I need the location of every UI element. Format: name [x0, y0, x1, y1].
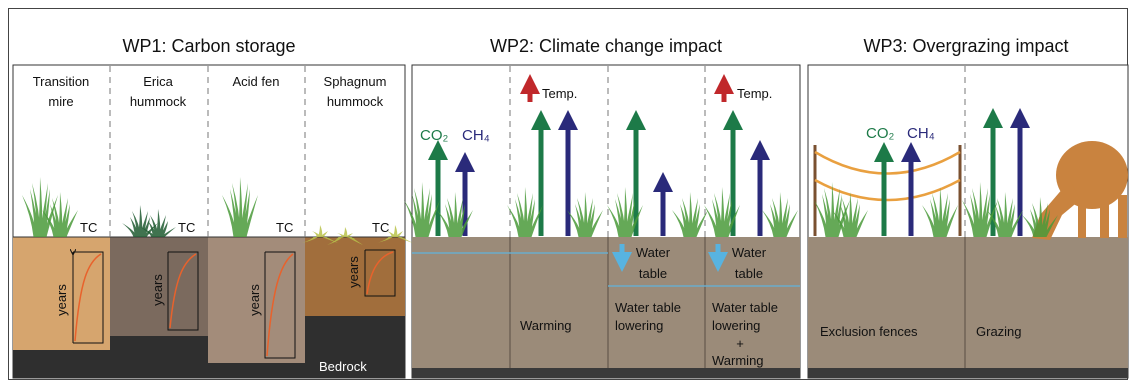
panel-title: WP2: Climate change impact [490, 36, 722, 56]
water-label: Water [636, 245, 671, 260]
caption: Exclusion fences [820, 324, 918, 339]
column-label: Transition [33, 74, 90, 89]
caption: Warming [520, 318, 572, 333]
column-label: Erica [143, 74, 173, 89]
caption: lowering [615, 318, 663, 333]
water-label: table [735, 266, 763, 281]
wp2-panel: WP2: Climate change impact CO₂ C [412, 36, 800, 378]
wp1-panel: WP1: Carbon storage Transition mire Eric… [13, 36, 405, 378]
column-label: mire [48, 94, 73, 109]
column-label: Acid fen [233, 74, 280, 89]
temp-label: Temp. [737, 86, 772, 101]
years-label: years [54, 284, 69, 316]
caption: Water table [712, 300, 778, 315]
soil-base [412, 368, 800, 378]
water-label: table [639, 266, 667, 281]
tc-label: TC [276, 220, 293, 235]
ch4-label: CH₄ [907, 125, 935, 142]
caption: lowering [712, 318, 760, 333]
years-label: years [150, 274, 165, 306]
caption: Water table [615, 300, 681, 315]
co2-label: CO₂ [866, 125, 895, 142]
figure: WP1: Carbon storage Transition mire Eric… [0, 0, 1136, 383]
caption: Grazing [976, 324, 1022, 339]
temp-label: Temp. [542, 86, 577, 101]
bedrock-label: Bedrock [319, 359, 367, 374]
tc-label: TC [372, 220, 389, 235]
co2-label: CO₂ [420, 127, 449, 144]
tc-label: TC [178, 220, 195, 235]
water-label: Water [732, 245, 767, 260]
ch4-label: CH₄ [462, 127, 490, 144]
years-label: years [247, 284, 262, 316]
tc-label: TC [80, 220, 97, 235]
panel-title: WP1: Carbon storage [122, 36, 295, 56]
soil [808, 237, 1128, 368]
soil-base [808, 368, 1128, 378]
panel-title: WP3: Overgrazing impact [863, 36, 1068, 56]
caption: Warming [712, 353, 764, 368]
years-label: years [346, 256, 361, 288]
column-label: hummock [130, 94, 187, 109]
column-label: hummock [327, 94, 384, 109]
column-label: Sphagnum [324, 74, 387, 89]
caption: + [736, 336, 744, 351]
